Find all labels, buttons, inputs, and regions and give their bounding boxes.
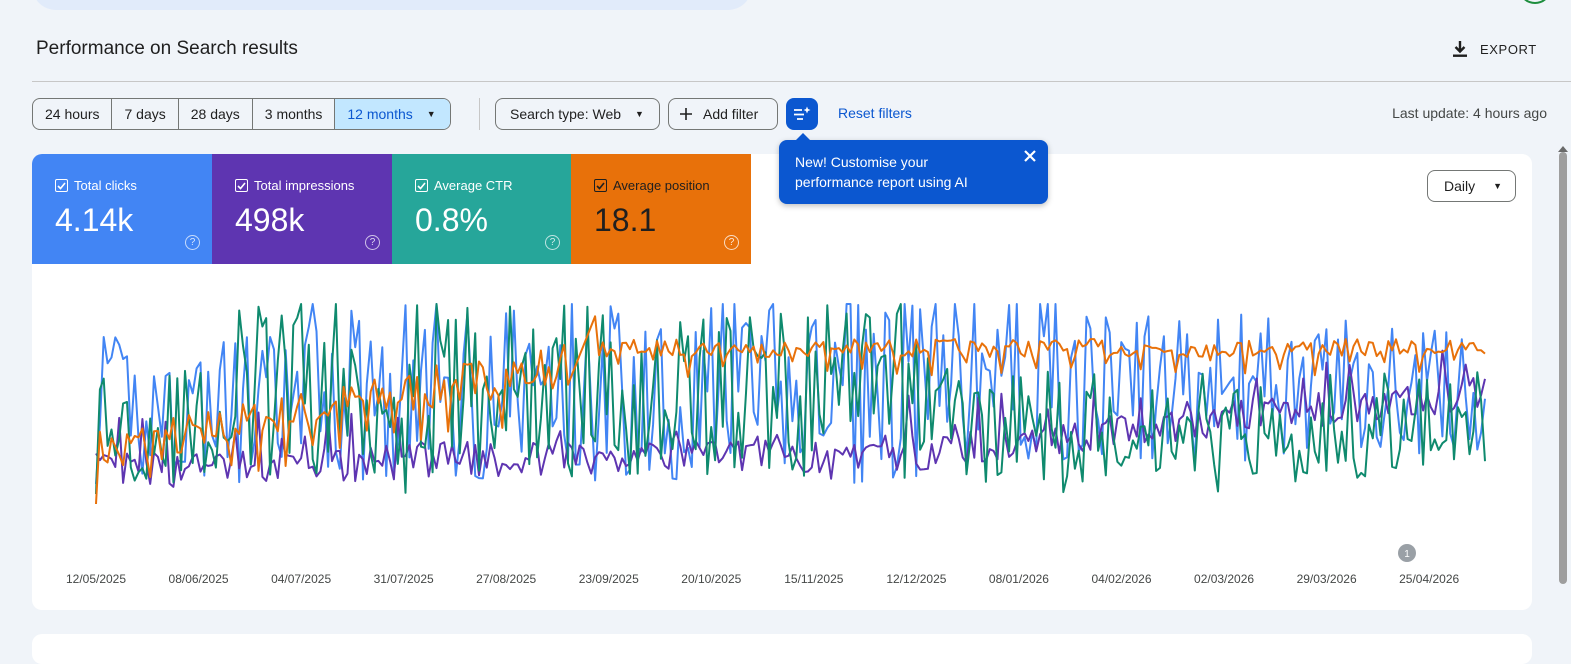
export-button[interactable]: EXPORT — [1452, 36, 1537, 62]
ai-customise-button[interactable] — [786, 98, 818, 130]
checkbox-checked-icon[interactable] — [415, 179, 428, 192]
range-12-months[interactable]: 12 months ▼ — [335, 99, 450, 129]
download-icon — [1453, 41, 1467, 57]
metric-label: Total clicks — [74, 178, 137, 193]
series-line-average-position — [95, 315, 1486, 505]
metric-card-position[interactable]: Average position 18.1 ? — [571, 154, 751, 264]
sparkle-filter-icon — [794, 106, 811, 120]
range-label: 3 months — [264, 106, 323, 122]
annotation-marker[interactable]: 1 — [1398, 544, 1416, 562]
avatar[interactable] — [1520, 0, 1550, 4]
metric-value: 18.1 — [594, 202, 657, 238]
performance-chart-card: Total clicks 4.14k ? Total impressions 4… — [32, 154, 1532, 610]
scrollbar[interactable] — [1559, 152, 1567, 584]
add-filter-button[interactable]: Add filter — [668, 98, 778, 130]
range-7-days[interactable]: 7 days — [112, 99, 179, 129]
search-type-label: Search type: Web — [510, 106, 622, 122]
metric-value: 4.14k — [55, 202, 134, 238]
x-tick-label: 04/07/2025 — [271, 572, 331, 586]
x-tick-label: 12/05/2025 — [66, 572, 126, 586]
x-tick-label: 02/03/2026 — [1194, 572, 1254, 586]
range-label: 7 days — [124, 106, 166, 122]
range-28-days[interactable]: 28 days — [179, 99, 253, 129]
annotation-count: 1 — [1404, 549, 1410, 560]
metric-card-impressions[interactable]: Total impressions 498k ? — [212, 154, 392, 264]
header-divider — [32, 81, 1571, 82]
x-tick-label: 29/03/2026 — [1297, 572, 1357, 586]
help-icon[interactable]: ? — [365, 235, 380, 250]
range-label: 24 hours — [45, 106, 100, 122]
checkbox-checked-icon[interactable] — [55, 179, 68, 192]
reset-filters-link[interactable]: Reset filters — [838, 105, 912, 121]
next-card — [32, 634, 1532, 664]
x-tick-label: 20/10/2025 — [681, 572, 741, 586]
add-filter-label: Add filter — [703, 106, 759, 122]
dropdown-arrow-icon: ▼ — [426, 109, 436, 119]
scroll-up-arrow-icon[interactable] — [1558, 146, 1568, 152]
checkbox-checked-icon[interactable] — [594, 179, 607, 192]
x-tick-label: 15/11/2025 — [784, 572, 843, 586]
granularity-label: Daily — [1444, 178, 1476, 194]
search-type-dropdown[interactable]: Search type: Web ▼ — [495, 98, 660, 130]
tooltip-text: New! Customise your performance report u… — [795, 154, 968, 190]
last-update-text: Last update: 4 hours ago — [1392, 105, 1547, 121]
export-label: EXPORT — [1480, 41, 1537, 57]
range-label: 28 days — [190, 106, 240, 122]
checkbox-checked-icon[interactable] — [235, 179, 248, 192]
metric-label: Average position — [613, 178, 710, 193]
plus-icon — [680, 108, 692, 120]
performance-line-chart: 12/05/2025 08/06/2025 04/07/2025 31/07/2025… — [66, 303, 1486, 586]
filter-separator — [479, 98, 480, 130]
page-title: Performance on Search results — [36, 38, 298, 59]
help-icon[interactable]: ? — [724, 235, 739, 250]
metric-card-ctr[interactable]: Average CTR 0.8% ? — [392, 154, 572, 264]
date-range-selector: 24 hours 7 days 28 days 3 months 12 mont… — [32, 98, 451, 130]
range-label: 12 months — [347, 106, 413, 122]
x-tick-label: 23/09/2025 — [579, 572, 639, 586]
dropdown-arrow-icon: ▼ — [635, 109, 644, 119]
x-tick-label: 12/12/2025 — [886, 572, 946, 586]
range-3-months[interactable]: 3 months — [253, 99, 336, 129]
x-tick-label: 25/04/2026 — [1399, 572, 1459, 586]
metric-card-clicks[interactable]: Total clicks 4.14k ? — [32, 154, 212, 264]
metric-value: 498k — [235, 202, 305, 238]
metric-value: 0.8% — [415, 202, 488, 238]
close-icon[interactable] — [1024, 150, 1036, 162]
granularity-dropdown[interactable]: Daily ▼ — [1427, 170, 1516, 202]
range-24-hours[interactable]: 24 hours — [33, 99, 113, 129]
metric-label: Average CTR — [434, 178, 513, 193]
x-tick-label: 08/01/2026 — [989, 572, 1049, 586]
dropdown-arrow-icon: ▼ — [1493, 181, 1503, 191]
x-tick-label: 04/02/2026 — [1091, 572, 1151, 586]
x-tick-label: 31/07/2025 — [374, 572, 434, 586]
series-line-total-clicks — [95, 303, 1486, 485]
help-icon[interactable]: ? — [185, 235, 200, 250]
metric-label: Total impressions — [254, 178, 355, 193]
series-line-average-ctr — [95, 303, 1486, 495]
x-tick-label: 27/08/2025 — [476, 572, 536, 586]
x-tick-label: 08/06/2025 — [169, 572, 229, 586]
help-icon[interactable]: ? — [545, 235, 560, 250]
ai-feature-tooltip: New! Customise your performance report u… — [779, 133, 1048, 204]
search-bar[interactable] — [32, 0, 752, 10]
